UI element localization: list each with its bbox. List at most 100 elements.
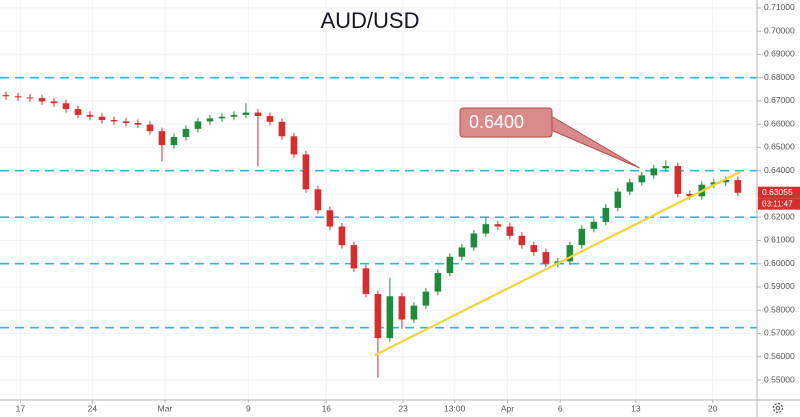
candle-body (638, 175, 646, 183)
candle-body (194, 121, 202, 129)
candle-body (710, 182, 718, 185)
x-tick-label: Mar (158, 403, 173, 413)
countdown-label: 03:11:47 (762, 199, 793, 208)
settings-hub (775, 405, 781, 411)
candle-body (74, 109, 82, 115)
x-tick-label: 17 (16, 403, 26, 413)
candle-body (230, 114, 238, 117)
chart-title: AUD/USD (320, 8, 419, 33)
candle-body (290, 136, 298, 155)
trend-line (374, 170, 741, 357)
candle-body (374, 293, 382, 339)
y-tick-label: 0.62000 (764, 211, 795, 221)
candle-body (482, 224, 490, 234)
candle-body (602, 207, 610, 222)
candle-body (26, 97, 34, 99)
candle-body (662, 166, 670, 169)
candle-body (614, 191, 622, 208)
y-tick-label: 0.58000 (764, 304, 795, 314)
candle-body (422, 291, 430, 306)
y-tick-label: 0.56000 (764, 351, 795, 361)
candle-body (50, 101, 58, 104)
x-tick-label: 16 (322, 403, 332, 413)
candle-body (338, 226, 346, 246)
x-tick-label: 9 (246, 403, 251, 413)
candle-body (626, 182, 634, 192)
countdown-tag (758, 198, 800, 210)
y-tick-label: 0.70000 (764, 25, 795, 35)
candles (2, 91, 742, 378)
candle-body (158, 131, 166, 146)
candle-body (722, 180, 730, 183)
candle-body (314, 189, 322, 211)
y-tick-label: 0.60000 (764, 258, 795, 268)
candle-body (410, 305, 418, 320)
x-tick-label: 20 (708, 403, 718, 413)
annotation-box (459, 107, 553, 138)
y-tick-label: 0.55000 (764, 374, 795, 384)
candle-body (566, 245, 574, 262)
candle-body (446, 256, 454, 274)
candle-body (266, 116, 274, 122)
candle-body (530, 245, 538, 253)
y-tick-label: 0.66000 (764, 118, 795, 128)
candle-body (182, 128, 190, 137)
candle-body (518, 235, 526, 246)
x-tick-label: 24 (88, 403, 98, 413)
candle-body (434, 273, 442, 292)
candle-body (122, 121, 130, 124)
candle-body (242, 112, 250, 115)
candle-body (278, 121, 286, 137)
candle-body (302, 154, 310, 190)
y-tick-label: 0.61000 (764, 235, 795, 245)
candle-body (590, 221, 598, 229)
last-price-label: 0.63055 (762, 187, 793, 197)
candle-body (134, 123, 142, 125)
candle-body (98, 116, 106, 120)
settings-icon[interactable] (772, 402, 784, 414)
candle-body (86, 114, 94, 117)
candle-body (386, 296, 394, 339)
y-tick-label: 0.67000 (764, 95, 795, 105)
x-tick-label: 13:00 (444, 403, 466, 413)
candle-body (542, 252, 550, 264)
candle-body (494, 224, 502, 227)
overlays: 0.6400 (374, 107, 741, 357)
x-tick-label: 23 (398, 403, 408, 413)
annotation-text: 0.6400 (469, 112, 524, 132)
candle-body (674, 166, 682, 194)
candle-body (650, 168, 658, 176)
candle-body (38, 98, 46, 102)
candle-body (362, 268, 370, 294)
candle-body (470, 233, 478, 248)
y-tick-label: 0.69000 (764, 49, 795, 59)
candle-body (350, 245, 358, 269)
candle-body (254, 112, 262, 117)
candle-body (218, 116, 226, 119)
candle-body (2, 95, 10, 97)
candle-body (110, 120, 118, 122)
candle-body (14, 96, 22, 98)
candle-body (578, 228, 586, 246)
candle-body (62, 103, 70, 110)
candle-body (170, 136, 178, 146)
axes: 0.55000 0.56000 0.57000 0.58000 0.59000 0.600… (16, 2, 800, 413)
last-price-tag (758, 186, 800, 199)
x-tick-label: 13 (631, 403, 641, 413)
y-tick-label: 0.57000 (764, 328, 795, 338)
settings-gear (772, 402, 784, 414)
candle-body (686, 193, 694, 197)
y-tick-label: 0.64000 (764, 165, 795, 175)
x-tick-label: Apr (501, 403, 514, 413)
candle-body (734, 180, 742, 193)
candle-body (458, 247, 466, 257)
candle-body (206, 118, 214, 122)
y-tick-label: 0.68000 (764, 72, 795, 82)
y-tick-label: 0.65000 (764, 142, 795, 152)
candle-body (326, 210, 334, 227)
y-tick-label: 0.59000 (764, 281, 795, 291)
candle-body (398, 296, 406, 320)
candle-body (146, 124, 154, 132)
